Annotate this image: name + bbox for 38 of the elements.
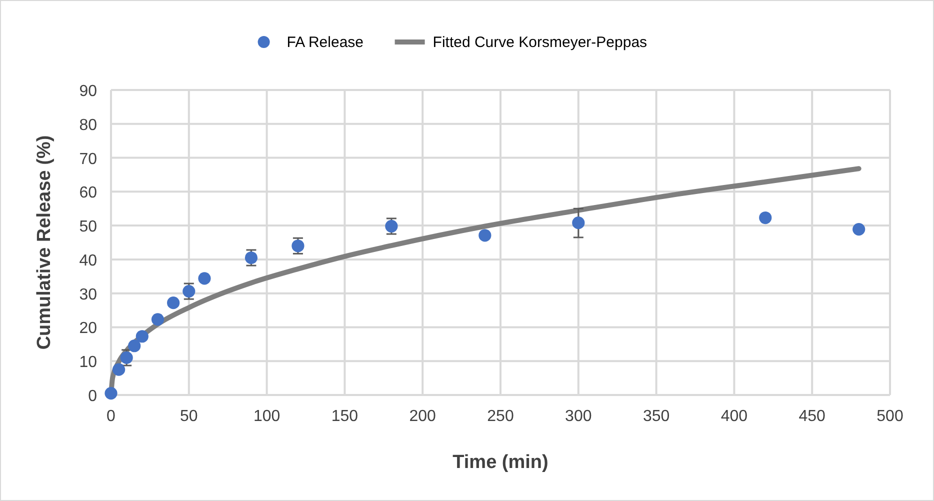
x-tick-label: 50: [180, 408, 198, 425]
legend-label: FA Release: [286, 34, 364, 51]
x-tick-label: 300: [565, 408, 592, 425]
legend-label: Fitted Curve Korsmeyer-Peppas: [432, 34, 648, 51]
y-tick-label: 0: [88, 388, 98, 405]
x-tick-label: 450: [798, 408, 826, 425]
y-tick-label: 80: [79, 116, 98, 134]
point: [104, 387, 118, 400]
x-tick-label: 350: [642, 408, 670, 425]
x-tick-label: 400: [720, 408, 748, 425]
point: [167, 296, 180, 310]
point: [198, 272, 211, 285]
point: [151, 313, 164, 326]
x-tick-label: 150: [331, 408, 358, 425]
point: [852, 222, 866, 236]
x-tick-label: 500: [876, 408, 904, 425]
y-tick-label: 60: [79, 184, 98, 202]
point: [478, 229, 492, 242]
point: [759, 211, 772, 224]
point: [292, 240, 304, 252]
x-axis-title: Time (min): [452, 452, 548, 473]
point: [136, 330, 148, 343]
point: [112, 363, 126, 376]
y-tick-label: 90: [79, 83, 98, 100]
point: [572, 216, 585, 230]
y-tick-label: 70: [79, 150, 98, 168]
x-tick-label: 0: [106, 408, 116, 425]
y-axis-title: Cumulative Release (%): [34, 135, 55, 350]
point: [182, 285, 196, 298]
y-tick-label: 50: [79, 218, 98, 236]
y-tick-label: 20: [79, 320, 98, 338]
point: [128, 340, 141, 352]
x-tick-label: 250: [487, 408, 514, 425]
y-tick-label: 30: [79, 286, 98, 304]
x-tick-label: 200: [409, 408, 436, 425]
y-tick-label: 40: [79, 252, 98, 270]
x-tick-label: 100: [253, 408, 280, 425]
y-tick-label: 10: [79, 354, 98, 372]
